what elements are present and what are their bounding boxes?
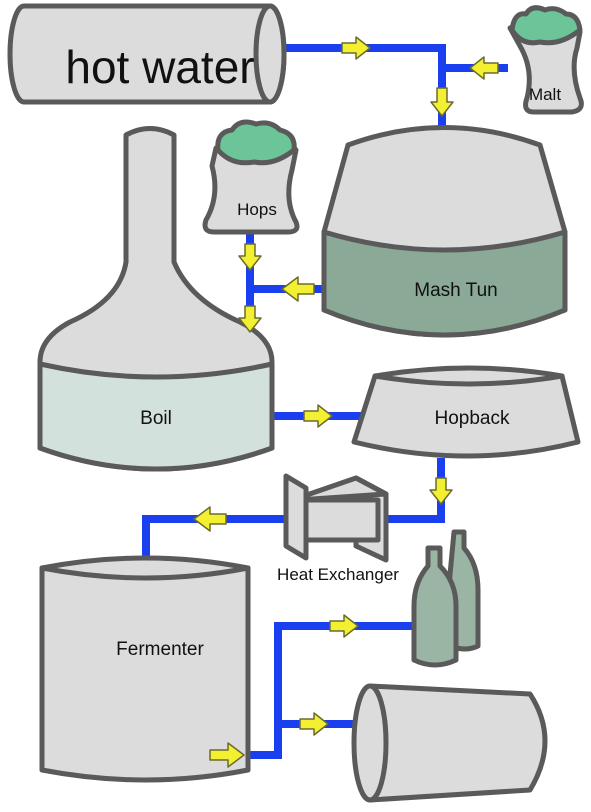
hopback: Hopback [351, 365, 581, 459]
hops-sack: Hops [202, 119, 300, 235]
flow-arrows [193, 36, 499, 768]
flow-arrow-left-mash-tun-to-boil [281, 276, 315, 302]
flow-arrow-right-to-bottles [329, 614, 359, 638]
flow-arrow-down-into-mash-tun [430, 87, 454, 117]
cask-body [367, 683, 548, 803]
heat-exchanger-label: Heat Exchanger [277, 565, 399, 584]
hopback-label: Hopback [435, 408, 510, 429]
flow-arrow-right-to-cask [299, 712, 329, 736]
hot-water-tank-end-cap [253, 3, 287, 105]
hops-label: Hops [237, 200, 277, 219]
heat-exchanger-top [295, 475, 389, 503]
hopback-rim [372, 373, 565, 387]
malt-sack: Malt [507, 5, 584, 115]
fermenter: Fermenter [39, 555, 251, 783]
fermenter-top-rim [39, 565, 251, 581]
heat-exchanger-front-plate [283, 473, 309, 561]
fermenter-label: Fermenter [116, 639, 204, 660]
boil-kettle-liquid [37, 361, 275, 472]
flow-arrow-right-fermenter-out [209, 742, 245, 768]
malt-grain-pile [509, 5, 583, 46]
boil-kettle: Boil [37, 126, 275, 472]
flow-arrow-down-hops [238, 243, 262, 271]
cask [351, 683, 548, 803]
heat-exchanger: Heat Exchanger [277, 473, 399, 584]
pipe-heat-exchanger-to-fermenter [142, 515, 294, 568]
mash-tun-label: Mash Tun [414, 280, 497, 301]
fermenter-body [39, 555, 251, 783]
heat-exchanger-core [295, 497, 381, 543]
flow-arrow-right-boil-to-hopback [303, 404, 333, 428]
bottle-front [411, 545, 459, 668]
pipe-hot-water-to-mash-tun [278, 44, 446, 135]
hot-water-tank: hot water [7, 3, 287, 105]
mash-tun-liquid [321, 229, 568, 338]
mash-tun: Mash Tun [321, 125, 568, 338]
boil-label: Boil [140, 408, 172, 429]
flow-arrow-left-malt [469, 56, 499, 80]
hot-water-label: hot water [65, 41, 254, 93]
flow-arrow-left-to-fermenter [193, 506, 227, 532]
bottles [411, 529, 481, 668]
hops-grain-pile [215, 119, 297, 166]
flow-arrow-down-into-boil [238, 305, 262, 333]
flow-arrow-down-hopback-out [429, 477, 453, 505]
flow-arrow-right-hot-water [341, 36, 371, 60]
malt-label: Malt [529, 85, 561, 104]
cask-end [351, 683, 389, 803]
hopback-body [351, 365, 581, 459]
